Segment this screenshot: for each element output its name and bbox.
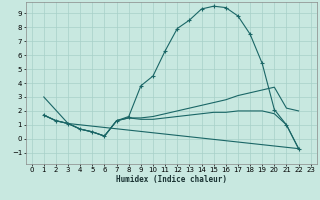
X-axis label: Humidex (Indice chaleur): Humidex (Indice chaleur): [116, 175, 227, 184]
